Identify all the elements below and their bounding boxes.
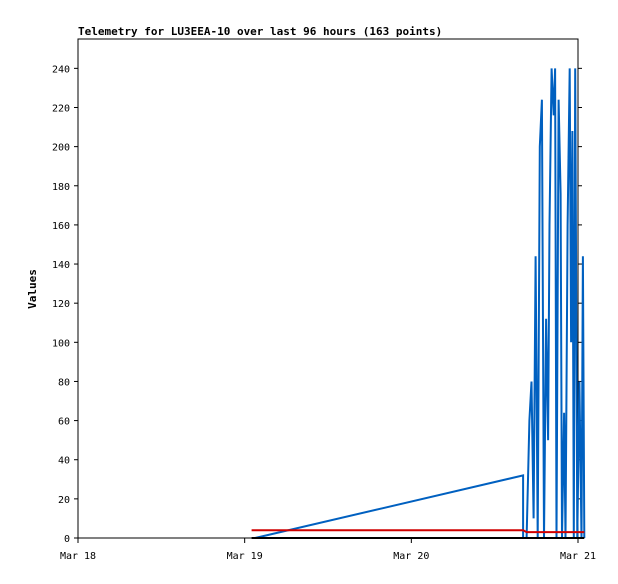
y-tick-label: 20: [58, 495, 70, 506]
y-tick-label: 0: [64, 534, 70, 545]
y-tick-label: 60: [58, 417, 70, 428]
y-tick-label: 140: [52, 260, 70, 271]
y-tick-label: 100: [52, 338, 70, 349]
y-tick-label: 220: [52, 103, 70, 114]
y-tick-label: 180: [52, 182, 70, 193]
x-tick-label: Mar 20: [393, 551, 429, 562]
x-tick-label: Mar 18: [60, 551, 96, 562]
plot-frame: [77, 38, 579, 539]
series-line-2: [251, 529, 585, 534]
series-layer: [251, 68, 586, 539]
y-tick-label: 40: [58, 456, 70, 467]
ticks-layer: 0 20 40 60 80 100 120 140 160 180 200 220 240 Mar 18 M…: [52, 64, 596, 562]
chart-title: Telemetry for LU3EEA-10 over last 96 hou…: [78, 25, 442, 38]
y-axis-label: Values: [26, 269, 39, 309]
x-tick-label: Mar 21: [560, 551, 596, 562]
y-tick-label: 80: [58, 377, 70, 388]
y-tick-label: 200: [52, 143, 70, 154]
y-tick-label: 120: [52, 299, 70, 310]
series-line-1: [254, 68, 586, 539]
x-tick-label: Mar 19: [227, 551, 263, 562]
y-tick-label: 160: [52, 221, 70, 232]
y-tick-label: 240: [52, 64, 70, 75]
